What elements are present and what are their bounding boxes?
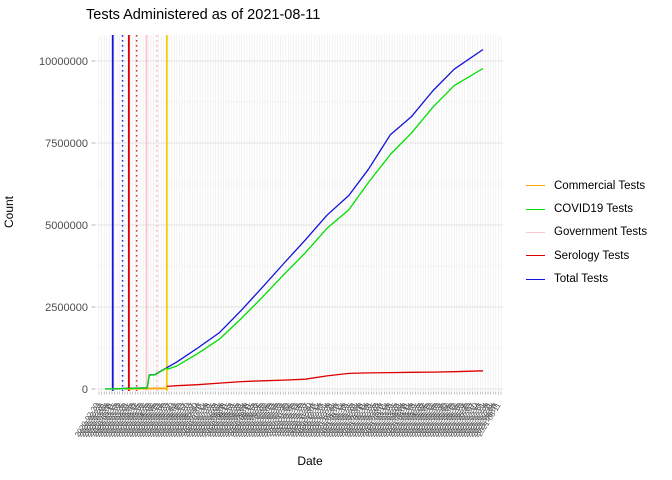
legend-label: Serology Tests	[554, 249, 630, 262]
legend-label: Commercial Tests	[554, 179, 646, 192]
y-tick-label: 5000000	[45, 220, 88, 232]
series-line-serology-tests	[166, 370, 484, 388]
legend-item: Government Tests	[526, 221, 647, 244]
legend: Commercial Tests COVID19 Tests Government …	[526, 174, 647, 291]
y-tick-label: 2500000	[45, 302, 88, 314]
legend-key-line	[526, 278, 545, 280]
y-tick-label: 0	[82, 384, 88, 396]
legend-key-line	[526, 208, 545, 210]
page-title: Tests Administered as of 2021-08-11	[86, 7, 321, 23]
x-axis-title: Date	[297, 454, 323, 468]
legend-item: Total Tests	[526, 268, 647, 291]
y-axis-title: Count	[2, 195, 16, 229]
legend-item: Serology Tests	[526, 244, 647, 267]
legend-key-line	[526, 185, 545, 187]
y-tick-label: 7500000	[45, 138, 88, 150]
series-line-total-tests	[104, 48, 484, 390]
legend-key-line	[526, 231, 545, 233]
legend-label: Total Tests	[554, 273, 609, 286]
series-line-covid19-tests	[104, 67, 484, 390]
legend-item: Commercial Tests	[526, 174, 647, 197]
y-tick-label: 10000000	[39, 56, 88, 68]
legend-label: COVID19 Tests	[554, 203, 634, 216]
legend-key-line	[526, 255, 545, 257]
legend-label: Government Tests	[554, 226, 648, 239]
legend-item: COVID19 Tests	[526, 197, 647, 220]
